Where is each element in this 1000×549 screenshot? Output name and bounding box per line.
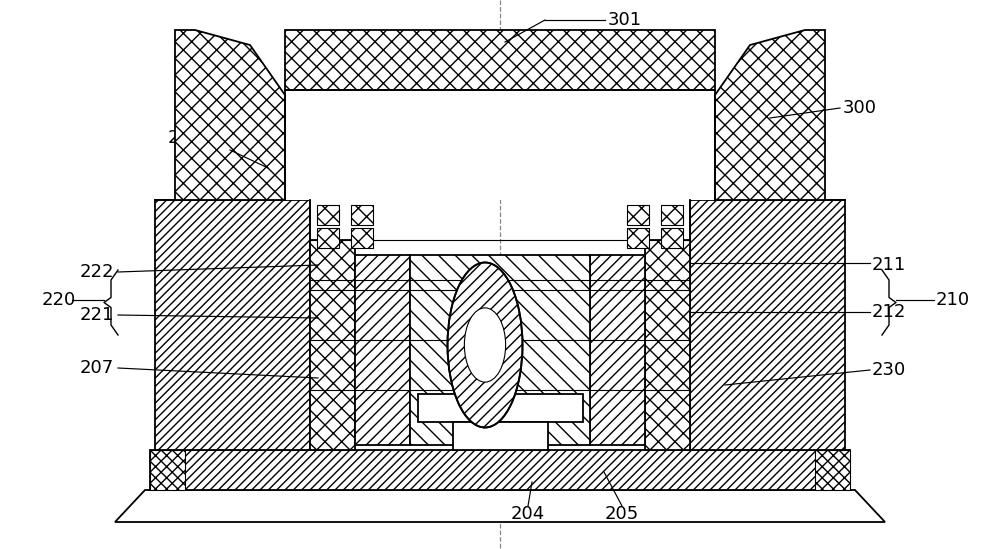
Bar (410, 255, 590, 445)
Bar (645, 240, 690, 450)
Polygon shape (715, 30, 825, 200)
Text: I: I (429, 288, 435, 308)
Text: 207: 207 (80, 359, 114, 377)
Text: 211: 211 (872, 256, 906, 274)
Bar (453, 422, 548, 450)
Polygon shape (175, 30, 285, 200)
Text: 221: 221 (80, 306, 114, 324)
Bar (155, 200, 310, 450)
Polygon shape (115, 490, 885, 522)
Bar (690, 200, 845, 450)
Text: 230: 230 (872, 361, 906, 379)
Bar (661, 228, 683, 248)
Text: 212: 212 (872, 303, 906, 321)
Bar (815, 450, 850, 490)
Bar (150, 450, 185, 490)
Bar (590, 255, 645, 445)
Text: 301: 301 (608, 11, 642, 29)
Text: 210: 210 (936, 291, 970, 309)
Bar (627, 205, 649, 225)
Polygon shape (285, 90, 715, 200)
Bar (317, 205, 339, 225)
Bar (317, 228, 339, 248)
Ellipse shape (448, 262, 522, 428)
Text: 231: 231 (168, 129, 202, 147)
Bar (627, 228, 649, 248)
Bar (661, 205, 683, 225)
Bar (150, 450, 850, 490)
Bar (285, 30, 715, 90)
Bar (355, 255, 410, 445)
Ellipse shape (464, 308, 506, 382)
Text: 206: 206 (413, 393, 447, 411)
Bar (351, 205, 373, 225)
Bar (351, 228, 373, 248)
Text: 205: 205 (605, 505, 639, 523)
Text: 204: 204 (511, 505, 545, 523)
Text: 222: 222 (80, 263, 114, 281)
Text: 220: 220 (42, 291, 76, 309)
Bar (418, 394, 583, 422)
Text: 300: 300 (843, 99, 877, 117)
Bar (310, 240, 355, 450)
